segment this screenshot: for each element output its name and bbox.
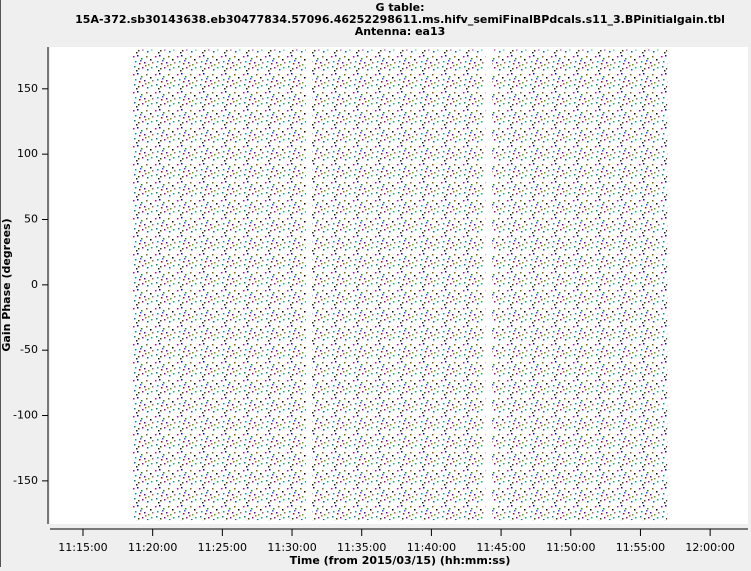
scan-points <box>492 49 668 521</box>
scan-points <box>312 49 486 521</box>
x-tick-label: 11:25:00 <box>198 541 247 554</box>
scan-points <box>132 49 306 521</box>
x-tick-label: 11:45:00 <box>476 541 525 554</box>
chart-title: Antenna: ea13 <box>355 25 446 38</box>
y-tick-label: 150 <box>17 82 38 95</box>
y-tick-label: 50 <box>24 213 38 226</box>
x-tick-label: 11:55:00 <box>616 541 665 554</box>
y-tick-label: 100 <box>17 147 38 160</box>
chart-title: G table: <box>375 1 424 14</box>
y-tick-label: -150 <box>13 474 38 487</box>
x-tick-label: 11:30:00 <box>267 541 316 554</box>
x-tick-label: 11:35:00 <box>337 541 386 554</box>
x-tick-label: 11:50:00 <box>546 541 595 554</box>
y-tick-label: -100 <box>13 409 38 422</box>
x-tick-label: 11:20:00 <box>128 541 177 554</box>
x-tick-label: 11:40:00 <box>407 541 456 554</box>
x-tick-label: 11:15:00 <box>58 541 107 554</box>
x-tick-label: 12:00:00 <box>685 541 734 554</box>
y-tick-label: -50 <box>20 343 38 356</box>
chart-title: 15A-372.sb30143638.eb30477834.57096.4625… <box>75 13 725 26</box>
y-tick-label: 0 <box>31 278 38 291</box>
y-axis-label: Gain Phase (degrees) <box>0 218 13 351</box>
x-axis-label: Time (from 2015/03/15) (hh:mm:ss) <box>290 554 511 567</box>
